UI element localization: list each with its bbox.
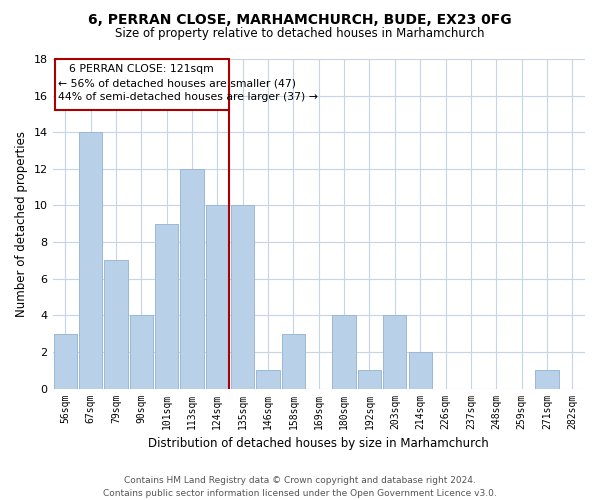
Text: Size of property relative to detached houses in Marhamchurch: Size of property relative to detached ho… <box>115 28 485 40</box>
Y-axis label: Number of detached properties: Number of detached properties <box>15 131 28 317</box>
Bar <box>206 206 229 388</box>
Text: 6, PERRAN CLOSE, MARHAMCHURCH, BUDE, EX23 0FG: 6, PERRAN CLOSE, MARHAMCHURCH, BUDE, EX2… <box>88 12 512 26</box>
Bar <box>409 352 432 389</box>
Text: ← 56% of detached houses are smaller (47): ← 56% of detached houses are smaller (47… <box>58 78 296 88</box>
Bar <box>332 316 356 388</box>
Text: 6 PERRAN CLOSE: 121sqm: 6 PERRAN CLOSE: 121sqm <box>70 64 214 74</box>
Bar <box>104 260 128 388</box>
Bar <box>256 370 280 388</box>
Bar <box>231 206 254 388</box>
Bar <box>79 132 102 388</box>
Text: 44% of semi-detached houses are larger (37) →: 44% of semi-detached houses are larger (… <box>58 92 318 102</box>
Bar <box>53 334 77 388</box>
Text: Contains HM Land Registry data © Crown copyright and database right 2024.
Contai: Contains HM Land Registry data © Crown c… <box>103 476 497 498</box>
Bar <box>130 316 153 388</box>
Bar <box>181 169 203 388</box>
X-axis label: Distribution of detached houses by size in Marhamchurch: Distribution of detached houses by size … <box>148 437 489 450</box>
FancyBboxPatch shape <box>55 59 229 110</box>
Bar <box>535 370 559 388</box>
Bar <box>155 224 178 388</box>
Bar <box>383 316 406 388</box>
Bar <box>358 370 381 388</box>
Bar <box>282 334 305 388</box>
